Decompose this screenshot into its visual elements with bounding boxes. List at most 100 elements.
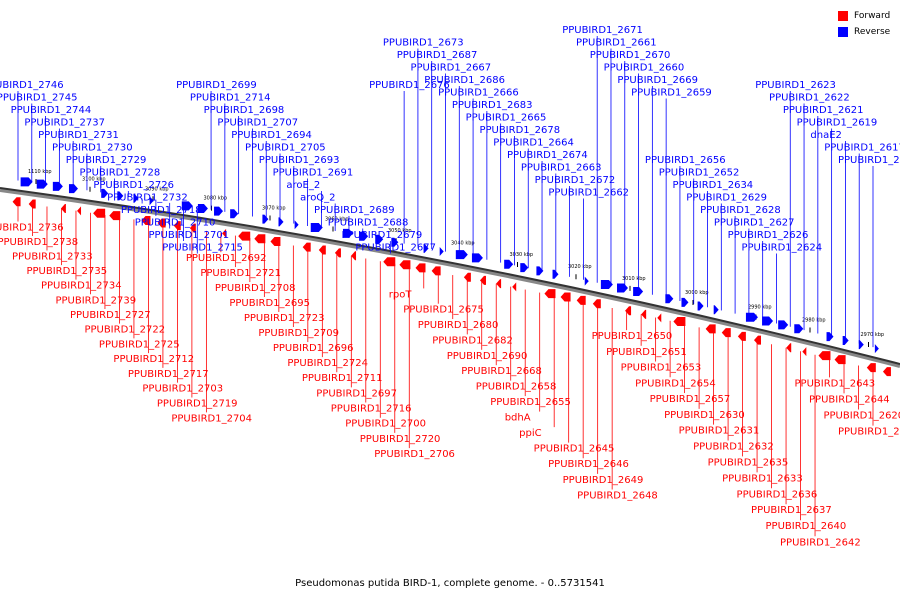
reverse-gene-label: PPUBIRD1_2619 — [797, 118, 878, 129]
reverse-gene-label: PPUBIRD1_2673 — [383, 38, 464, 49]
forward-gene-label: PPUBIRD1_2631 — [679, 426, 760, 437]
legend-item-forward: Forward — [838, 8, 900, 24]
reverse-gene-label: PPUBIRD1_2698 — [204, 105, 285, 116]
forward-gene-arrow — [786, 343, 792, 353]
reverse-gene-label: aroQ_2 — [300, 193, 335, 204]
forward-gene-label: PPUBIRD1_2633 — [722, 473, 803, 484]
forward-gene-label: PPUBIRD1_2709 — [258, 328, 339, 339]
forward-gene-label: PPUBIRD1_2711 — [302, 373, 383, 384]
forward-gene-label: PPUBIRD1_2632 — [693, 442, 774, 453]
backbone-line — [0, 187, 900, 365]
reverse-gene-label: PPUBIRD1_2745 — [0, 93, 77, 104]
reverse-gene-arrow — [455, 250, 468, 260]
reverse-gene-label: PPUBIRD1_2701 — [148, 230, 229, 241]
forward-gene-label: PPUBIRD1_2727 — [70, 310, 151, 321]
forward-gene-arrow — [302, 242, 311, 252]
forward-gene-arrow — [463, 272, 471, 282]
forward-gene-label: PPUBIRD1_2620 — [824, 411, 900, 422]
reverse-gene-label: PPUBIRD1_2669 — [617, 75, 698, 86]
reverse-gene-label: PPUBIRD1_2726 — [93, 180, 174, 191]
forward-gene-arrow — [28, 199, 36, 209]
reverse-gene-arrow — [745, 312, 758, 322]
forward-gene-label: PPUBIRD1_2682 — [432, 335, 513, 346]
reverse-gene-arrow — [214, 206, 224, 216]
forward-gene-arrow — [802, 347, 807, 357]
reverse-gene-arrow — [262, 214, 269, 224]
forward-gene-label: PPUBIRD1_2719 — [157, 398, 238, 409]
tick-label: 3020 kbp — [568, 264, 592, 270]
forward-gene-arrow — [93, 208, 106, 218]
reverse-gene-arrow — [826, 332, 834, 342]
reverse-gene-arrow — [197, 203, 208, 213]
reverse-gene-label: PPUBIRD1_2660 — [604, 63, 685, 74]
forward-gene-label: PPUBIRD1_2642 — [780, 537, 861, 548]
forward-gene-arrow — [141, 216, 151, 226]
reverse-gene-label: PPUBIRD1_2676 — [369, 80, 450, 91]
forward-gene-label: PPUBIRD1_2668 — [461, 366, 542, 377]
legend: Forward Reverse — [838, 8, 900, 40]
reverse-gene-label: PPUBIRD1_2699 — [176, 80, 257, 91]
reverse-gene-label: PPUBIRD1_2628 — [700, 205, 781, 216]
reverse-gene-arrow — [439, 246, 444, 256]
forward-gene-arrow — [270, 237, 281, 247]
forward-gene-label: PPUBIRD1_2657 — [650, 394, 731, 405]
forward-gene-label: bdhA — [505, 413, 531, 424]
forward-gene-arrow — [238, 231, 251, 241]
forward-gene-arrow — [544, 289, 556, 299]
reverse-gene-arrow — [391, 237, 399, 247]
forward-gene-label: PPUBIRD1_2725 — [99, 339, 180, 350]
reverse-gene-arrow — [423, 243, 429, 253]
reverse-gene-label: PPUBIRD1_2683 — [452, 100, 533, 111]
legend-forward-label: Forward — [854, 11, 891, 21]
reverse-gene-label: PPUBIRD1_2679 — [342, 230, 423, 241]
reverse-gene-label: PPUBIRD1_2710 — [135, 218, 216, 229]
reverse-gene-arrow — [665, 294, 674, 304]
forward-gene-arrow — [496, 279, 502, 289]
forward-gene-label: PPUBIRD1_2708 — [215, 283, 296, 294]
reverse-gene-label: PPUBIRD1_2670 — [590, 50, 671, 61]
reverse-gene-label: PPUBIRD1_2689 — [314, 205, 395, 216]
forward-gene-label: PPUBIRD1_2649 — [563, 475, 644, 486]
tick-label: 3010 kbp — [622, 276, 646, 282]
forward-gene-label: PPUBIRD1_2712 — [113, 354, 194, 365]
reverse-gene-arrow — [713, 305, 719, 315]
forward-gene-arrow — [431, 266, 441, 276]
forward-gene-label: PPUBIRD1_2697 — [316, 388, 397, 399]
reverse-gene-label: PPUBIRD1_2627 — [714, 218, 795, 229]
forward-gene-label: PPUBIRD1_2706 — [374, 449, 455, 460]
reverse-gene-arrow — [101, 188, 109, 198]
forward-gene-arrow — [592, 299, 601, 309]
forward-gene-label: PPUBIRD1_2703 — [142, 384, 223, 395]
reverse-gene-label: PPUBIRD1_2731 — [38, 130, 119, 141]
reverse-gene-arrow — [181, 201, 193, 211]
genome-caption: Pseudomonas putida BIRD-1, complete geno… — [295, 578, 605, 589]
forward-gene-label: PPUBIRD1_2735 — [26, 266, 107, 277]
forward-gene-arrow — [399, 260, 411, 270]
forward-gene-label: PPUBIRD1_2654 — [635, 378, 716, 389]
tick-label: 3060 kbp — [325, 217, 349, 223]
forward-gene-arrow — [189, 223, 196, 233]
reverse-gene-label: PPUBIRD1_2677 — [355, 243, 436, 254]
forward-gene-arrow — [673, 317, 686, 327]
reverse-gene-arrow — [504, 259, 514, 269]
forward-gene-label: PPUBIRD1_2625 — [838, 427, 900, 438]
tick-label: 3000 kbp — [685, 290, 709, 296]
forward-gene-label: PPUBIRD1_2723 — [244, 313, 325, 324]
forward-gene-label: PPUBIRD1_2637 — [751, 505, 832, 516]
forward-gene-label: PPUBIRD1_2645 — [534, 444, 615, 455]
reverse-gene-label: PPUBIRD1_2659 — [631, 88, 712, 99]
forward-gene-arrow — [866, 363, 876, 373]
forward-gene-label: PPUBIRD1_2720 — [360, 434, 441, 445]
reverse-gene-label: PPUBIRD1_2730 — [52, 143, 133, 154]
reverse-gene-arrow — [616, 283, 628, 293]
reverse-gene-label: PPUBIRD1_2634 — [673, 180, 754, 191]
reverse-gene-arrow — [858, 340, 864, 350]
forward-gene-label: PPUBIRD1_2640 — [766, 521, 847, 532]
forward-gene-arrow — [479, 275, 486, 285]
forward-gene-arrow — [77, 206, 82, 216]
reverse-gene-label: PPUBIRD1_2693 — [259, 155, 340, 166]
reverse-gene-label: PPUBIRD1_2678 — [479, 125, 560, 136]
reverse-gene-label: PPUBIRD1_2691 — [273, 168, 354, 179]
